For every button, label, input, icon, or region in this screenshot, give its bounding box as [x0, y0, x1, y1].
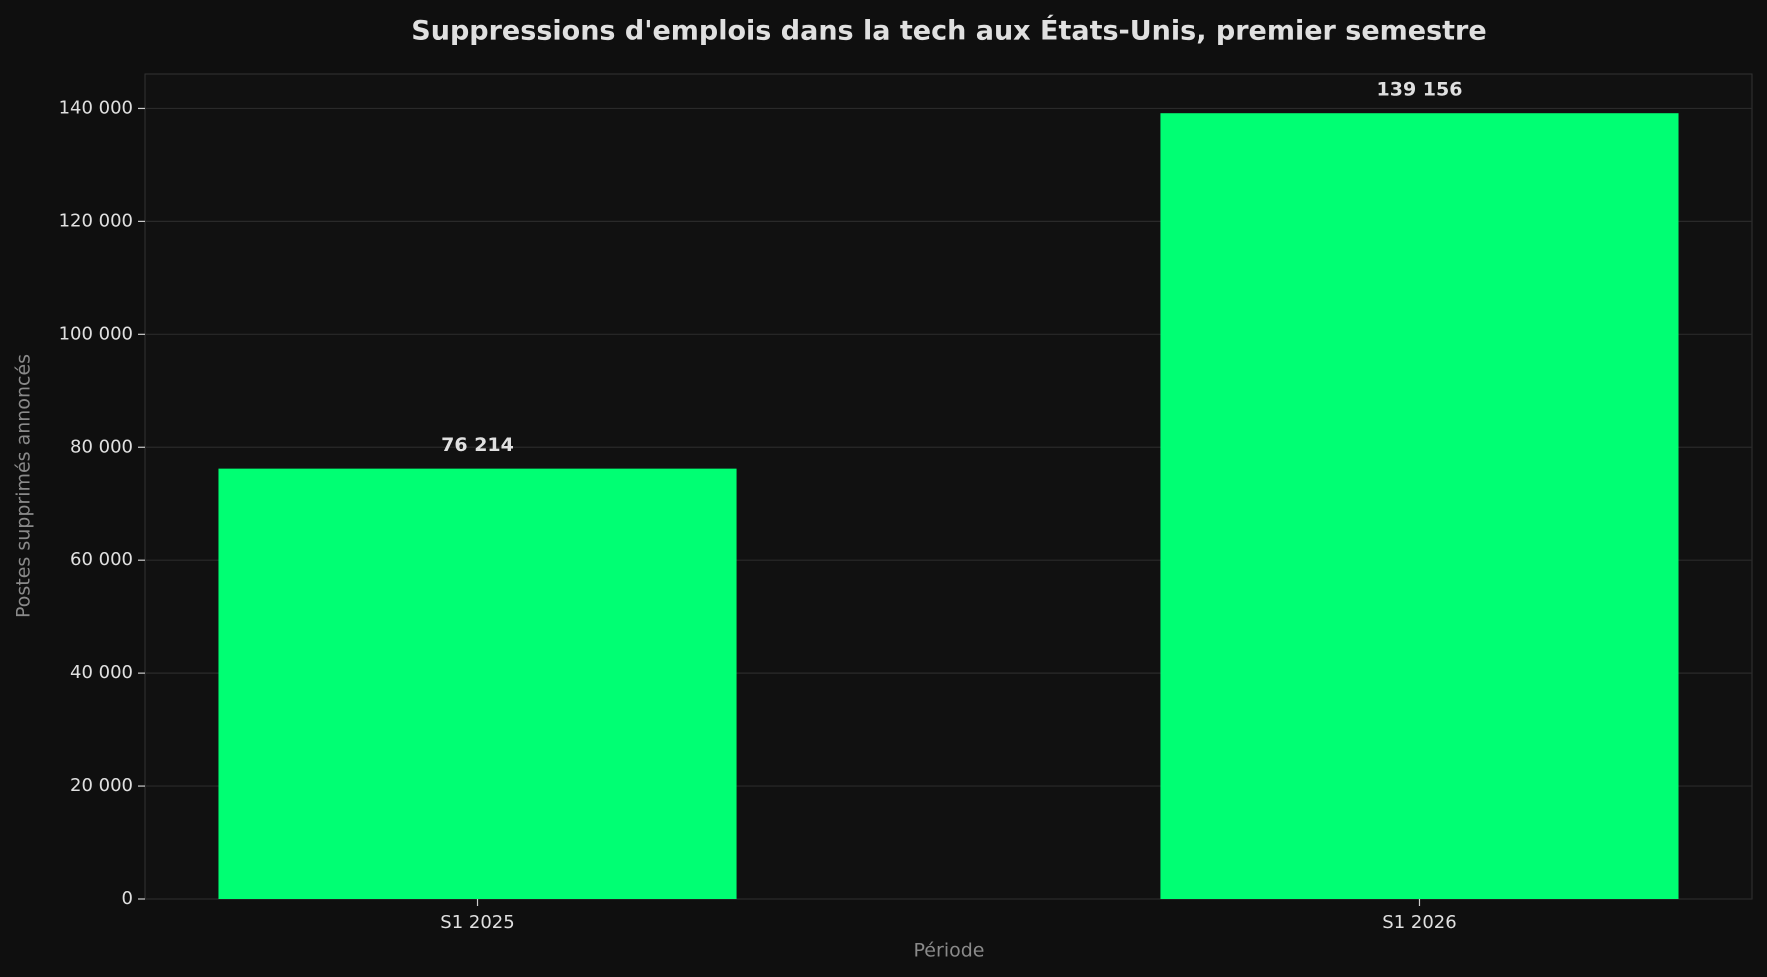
y-tick-label: 80 000 [70, 436, 133, 457]
bar [1160, 113, 1679, 900]
y-tick-label: 100 000 [59, 323, 133, 344]
bar [218, 468, 737, 899]
y-tick-label: 120 000 [59, 210, 133, 231]
y-tick-label: 0 [122, 888, 133, 909]
y-tick-label: 20 000 [70, 775, 133, 796]
y-tick-label: 60 000 [70, 549, 133, 570]
x-axis-label: Période [914, 940, 985, 962]
y-axis-label: Postes supprimés annoncés [13, 354, 35, 618]
x-tick-label: S1 2026 [1382, 912, 1456, 933]
value-label: 139 156 [1377, 79, 1463, 101]
y-tick-label: 140 000 [59, 97, 133, 118]
value-label: 76 214 [441, 434, 514, 456]
x-tick-label: S1 2025 [440, 912, 514, 933]
y-tick-label: 40 000 [70, 662, 133, 683]
chart-title: Suppressions d'emplois dans la tech aux … [411, 15, 1486, 47]
